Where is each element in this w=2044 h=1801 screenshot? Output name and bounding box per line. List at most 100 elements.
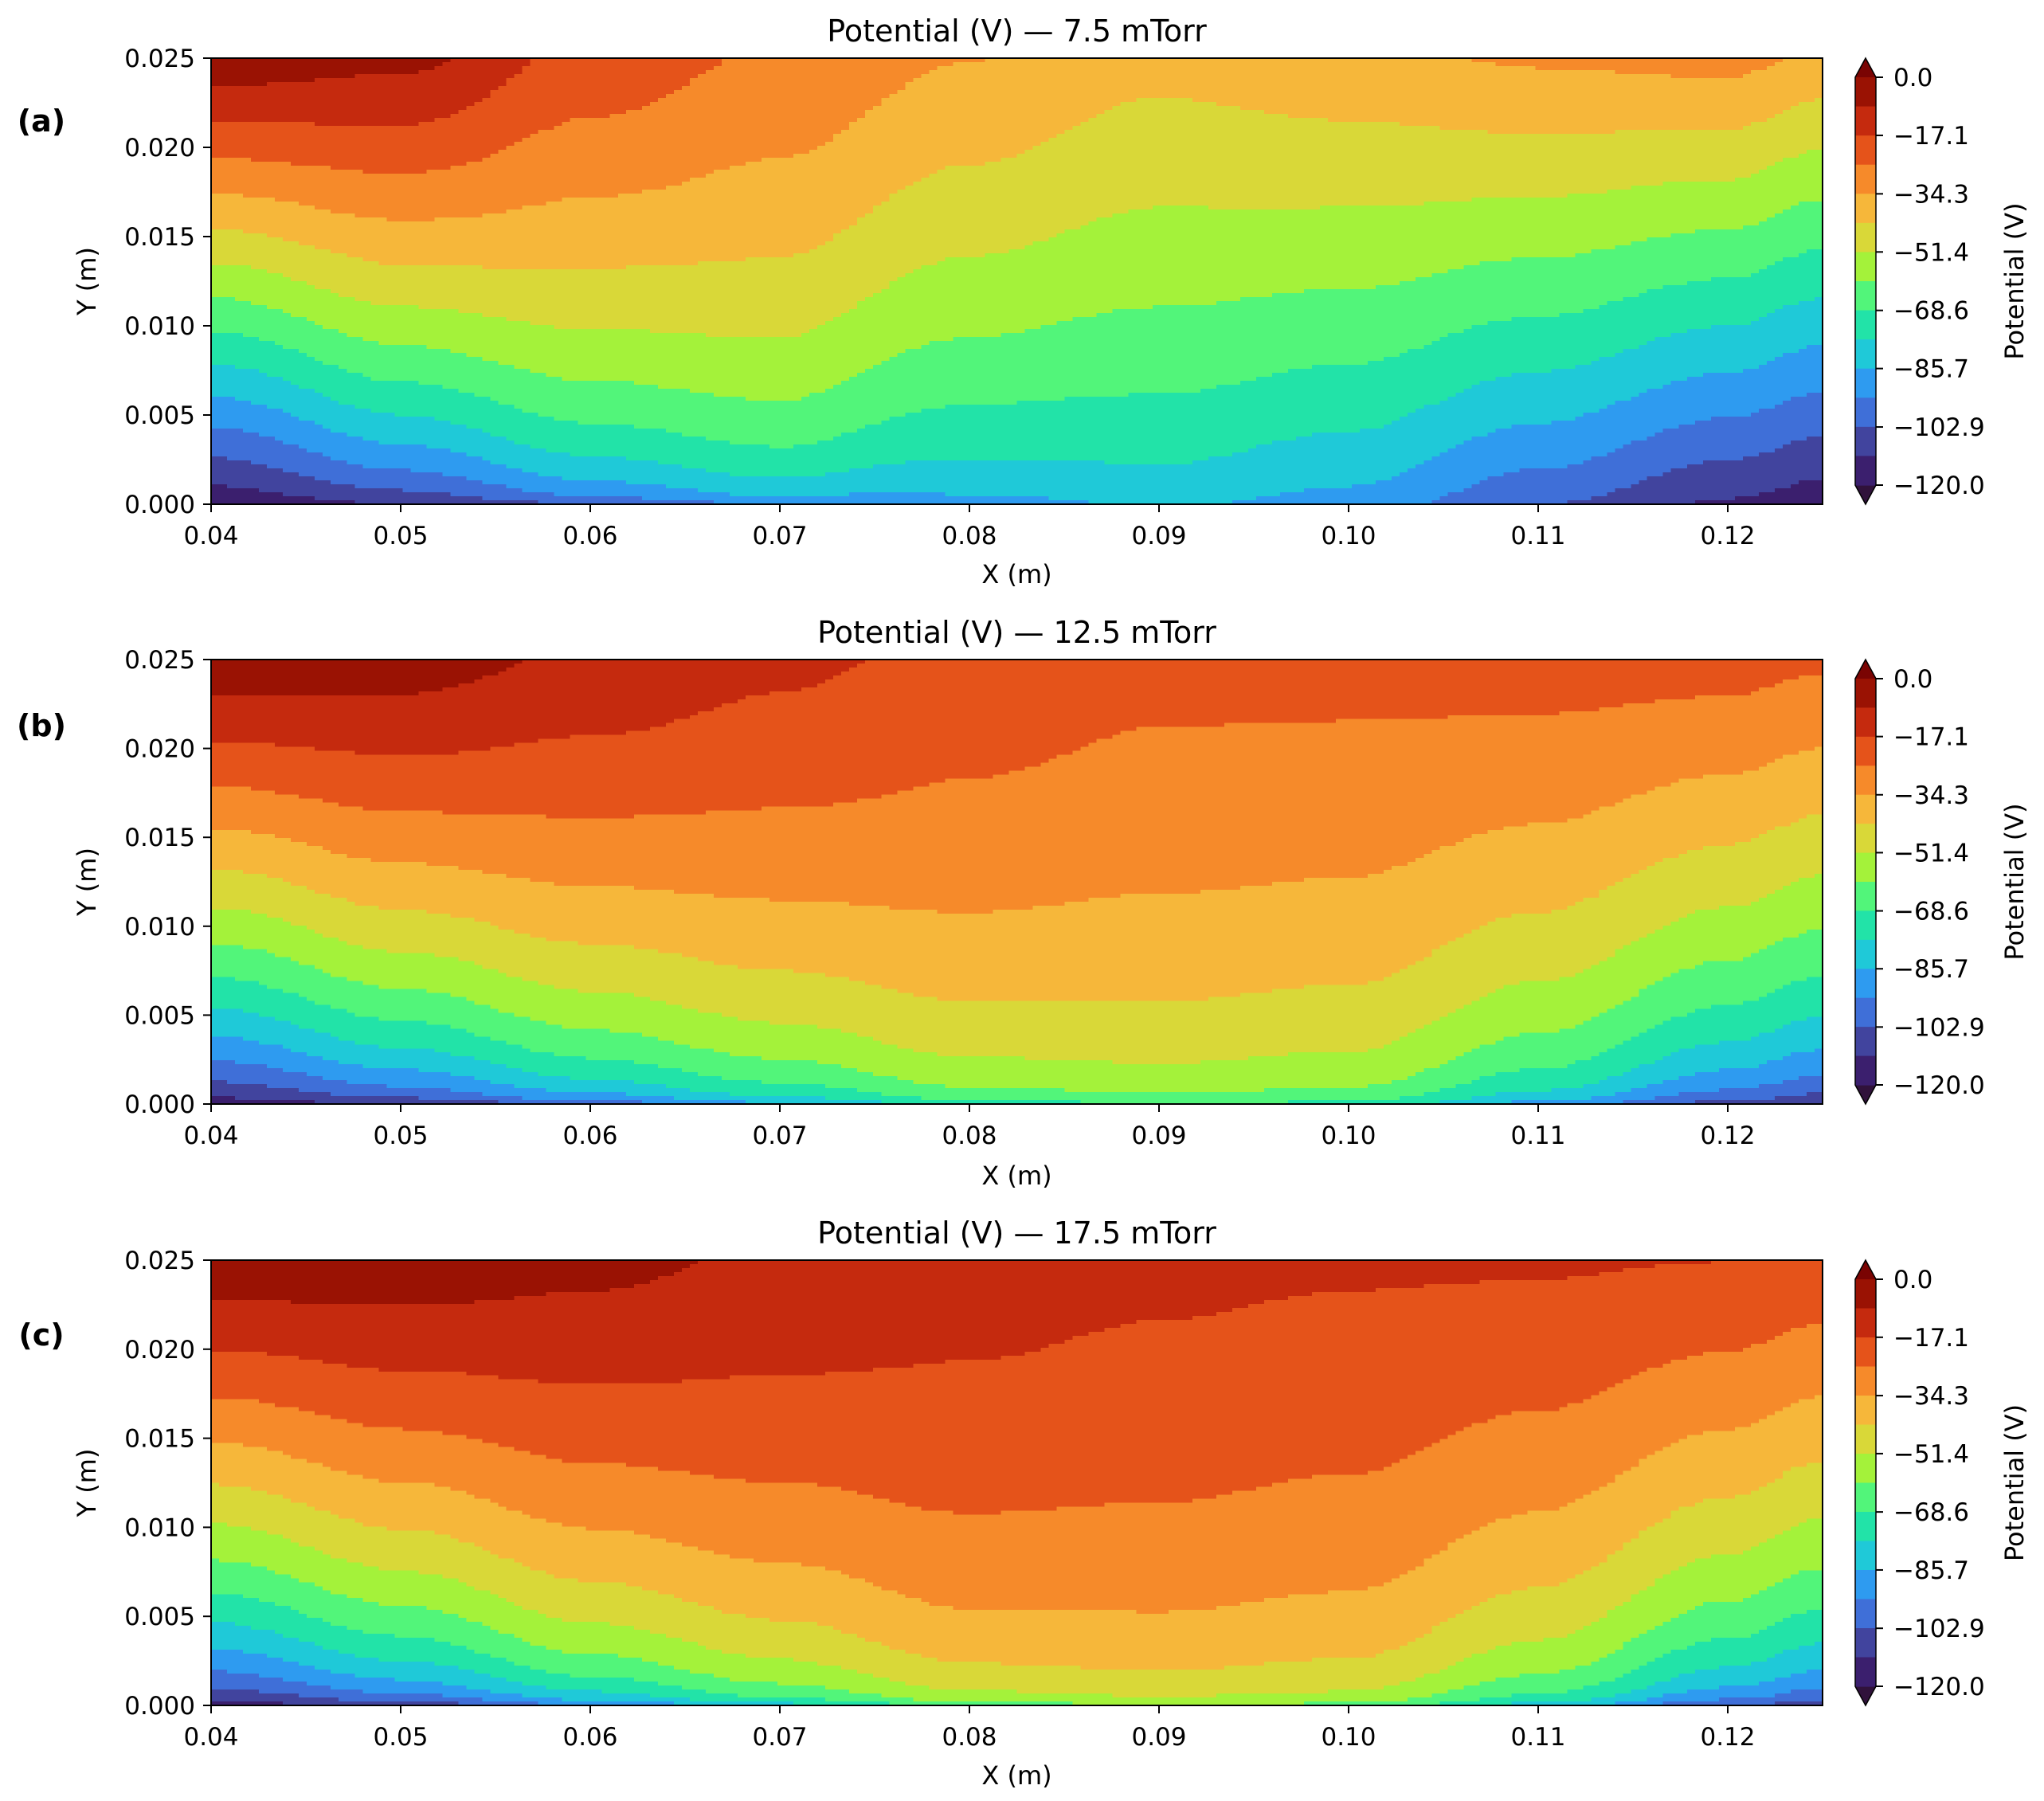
contour-cell [754,337,762,401]
colorbar-segment [1855,339,1876,370]
contour-cell [897,90,906,190]
contour-cell [601,329,611,382]
contour-cell [251,369,260,405]
contour-cell [394,488,403,505]
contour-cell [219,1036,228,1061]
contour-cell [1758,660,1768,688]
contour-cell [1766,1084,1776,1101]
contour-cell [881,1590,890,1646]
contour-cell [1392,866,1400,974]
contour-cell [1024,660,1034,768]
contour-cell [1224,1060,1233,1093]
contour-cell [426,754,436,811]
contour-cell [793,337,802,401]
contour-cell [1000,1666,1010,1690]
contour-cell [347,213,355,258]
axes-frame [210,659,1823,1105]
contour-cell [817,325,826,393]
contour-cell [426,349,436,386]
contour-cell [665,58,675,95]
contour-cell [1416,1028,1424,1073]
contour-cell [601,945,611,994]
contour-cell [1639,989,1648,1033]
contour-cell [267,878,276,918]
contour-cell [490,361,499,401]
contour-cell [777,158,786,258]
contour-cell [1559,1088,1568,1101]
contour-cell [259,122,268,162]
contour-cell [1734,905,1744,962]
contour-cell [442,1088,452,1101]
contour-cell [713,1012,722,1053]
x-tick-label: 0.11 [1510,1122,1565,1150]
contour-cell [331,126,339,170]
colorbar-tick-label: 0.0 [1893,665,1932,694]
contour-cell [1726,373,1736,417]
contour-cell [1136,98,1145,210]
contour-cell [482,1498,491,1551]
contour-cell [1654,337,1664,390]
contour-cell [737,1080,746,1097]
contour-cell [721,1379,730,1480]
contour-cell [825,1701,834,1706]
x-tick-label: 0.07 [752,1122,807,1150]
contour-cell [251,1351,260,1400]
contour-cell [1312,118,1321,210]
contour-cell [929,996,938,1053]
contour-cell [522,66,531,139]
contour-cell [1647,74,1656,131]
contour-cell [1503,472,1513,505]
contour-cell [1702,421,1712,461]
contour-cell [1623,1000,1632,1041]
contour-cell [339,1260,347,1305]
contour-cell [777,1622,786,1658]
contour-cell [1455,660,1464,716]
contour-cell [1718,58,1728,79]
contour-cell [315,166,323,210]
contour-cell [897,492,906,505]
contour-cell [585,1462,595,1531]
contour-cell [762,401,770,445]
contour-cell [617,329,627,382]
contour-cell [530,1686,539,1698]
contour-cell [1184,726,1193,895]
contour-cell [482,58,491,99]
contour-cell [601,198,611,270]
contour-cell [275,409,284,441]
contour-cell [227,695,236,744]
contour-cell [378,1606,387,1635]
contour-cell [1639,660,1648,704]
contour-cell [1575,58,1584,71]
contour-cell [1128,1000,1138,1065]
contour-cell [339,941,347,978]
contour-cell [275,468,284,493]
contour-cell [402,126,411,174]
contour-cell [841,660,850,672]
contour-cell [705,961,715,1014]
contour-cell [1774,1084,1784,1097]
contour-cell [307,1076,315,1093]
contour-cell [673,1271,683,1384]
contour-cell [1352,122,1361,206]
contour-cell [362,440,371,469]
contour-cell [562,1100,571,1105]
contour-cell [315,78,323,127]
contour-cell [1192,893,1201,1002]
contour-cell [498,1064,507,1085]
contour-cell [283,1100,292,1105]
contour-cell [705,492,715,501]
contour-cell [378,1701,387,1706]
contour-cell [1654,237,1664,290]
contour-cell [1455,444,1464,493]
contour-cell [474,965,484,1006]
contour-cell [315,1697,323,1706]
contour-cell [1774,261,1784,310]
contour-cell [1471,484,1480,505]
contour-cell [458,1582,468,1619]
contour-cell [1774,114,1784,162]
contour-cell [1008,58,1018,159]
contour-cell [362,74,371,127]
contour-cell [251,1399,260,1448]
contour-cell [1056,1088,1066,1101]
contour-cell [617,194,627,270]
